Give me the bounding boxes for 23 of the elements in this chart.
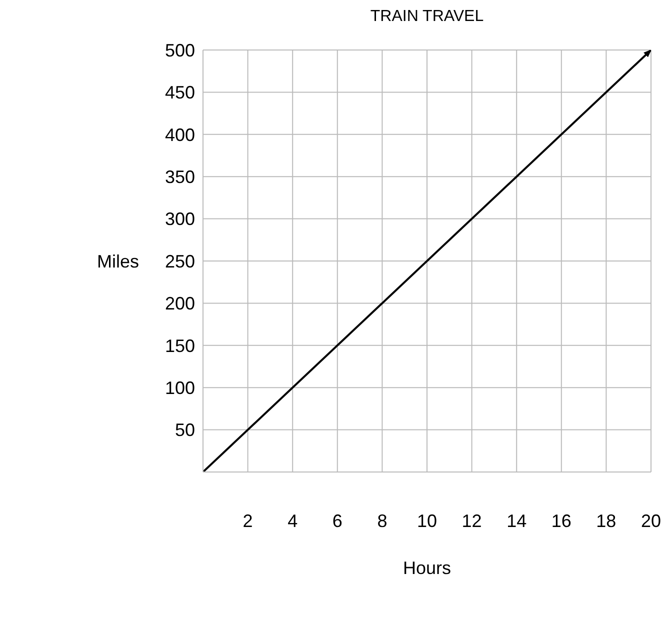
x-tick-label: 6 [332,510,342,531]
x-tick-label: 8 [377,510,388,531]
y-tick-label: 350 [164,166,195,187]
x-tick-label: 4 [288,510,298,531]
x-axis-title: Hours [402,558,452,578]
y-tick-label: 150 [164,336,195,356]
y-tick-label: 500 [164,40,195,60]
chart-title: TRAIN TRAVEL [369,8,485,27]
y-axis-title: Miles [97,251,140,272]
y-tick-label: 450 [164,82,195,103]
y-tick-label: 50 [174,420,195,440]
y-tick-label: 400 [164,124,195,145]
y-tick-label: 300 [164,209,195,230]
y-tick-label: 250 [164,251,195,272]
x-tick-label: 10 [416,510,438,531]
x-tick-label: 18 [596,510,616,531]
x-tick-label: 14 [506,510,527,531]
x-tick-label: 12 [462,510,482,531]
y-tick-label: 200 [164,294,195,314]
x-tick-label: 20 [640,510,662,531]
x-tick-label: 2 [242,510,253,531]
x-tick-label: 16 [551,510,572,531]
y-tick-label: 100 [164,378,195,398]
